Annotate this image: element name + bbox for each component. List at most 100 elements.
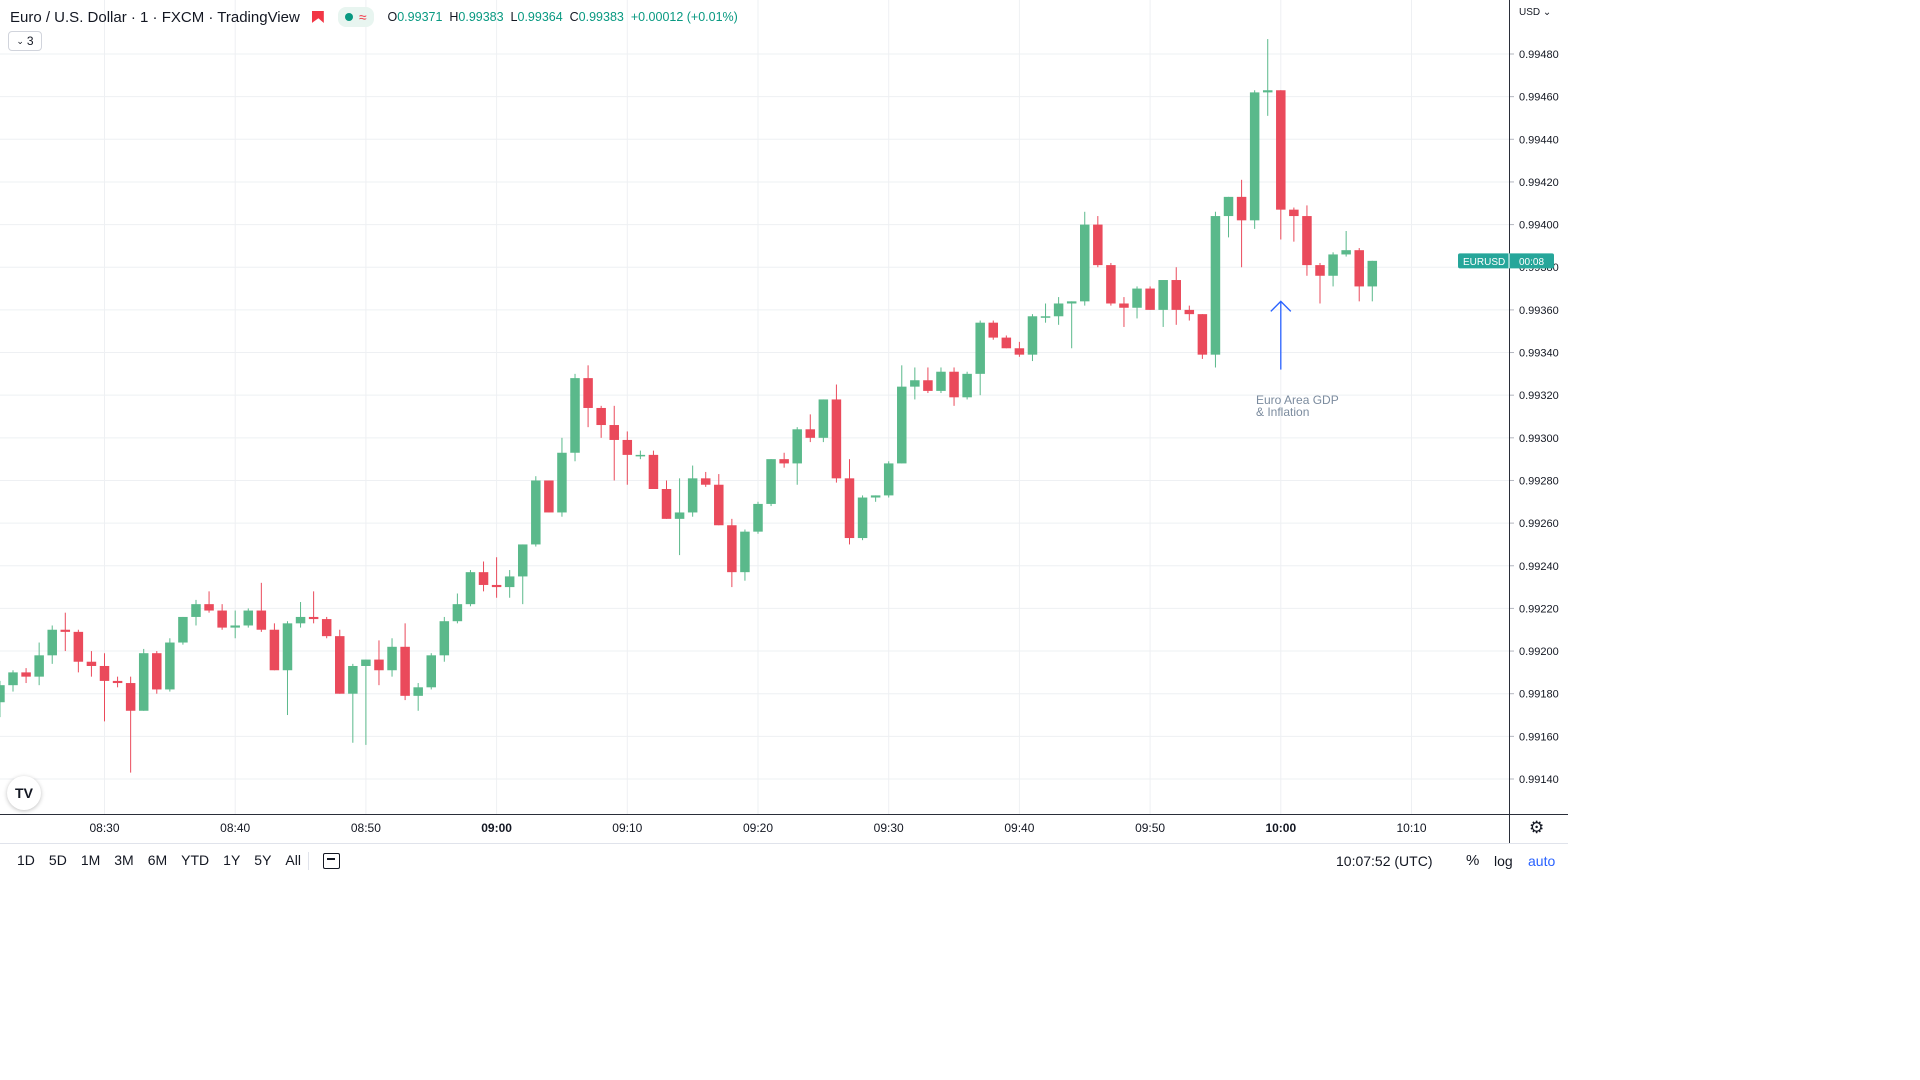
candle-body (714, 484, 724, 526)
y-tick-label: 0.99440 (1519, 134, 1559, 146)
x-tick-label: 08:40 (220, 821, 250, 835)
candle (60, 612, 71, 652)
market-status-pill[interactable]: ≈ (337, 7, 374, 27)
candle-body (557, 452, 567, 513)
open-value: 0.99371 (397, 10, 443, 24)
currency-label: USD (1519, 7, 1541, 18)
range-button-5d[interactable]: 5D (48, 852, 67, 868)
candle (1158, 280, 1168, 327)
candle (1001, 335, 1012, 349)
range-button-all[interactable]: All (285, 852, 301, 868)
low-label: L (510, 10, 518, 24)
candle (1106, 262, 1116, 306)
log-scale-toggle[interactable]: log (1494, 853, 1513, 869)
range-button-5y[interactable]: 5Y (254, 852, 272, 868)
price-chart[interactable]: Euro Area GDP& Inflation 0.991400.991600… (0, 0, 1568, 843)
candle (531, 476, 541, 547)
candle (47, 625, 57, 664)
candle-body (295, 616, 306, 624)
candle-body (779, 459, 789, 464)
y-tick-label: 0.99280 (1519, 475, 1559, 487)
range-button-6m[interactable]: 6M (147, 852, 168, 868)
candle (936, 367, 946, 394)
candle (1236, 179, 1247, 268)
candle (1276, 90, 1286, 240)
candle-body (1276, 90, 1286, 210)
candle-body (988, 322, 999, 338)
candle-body (504, 576, 515, 588)
candle (1249, 90, 1260, 229)
candle-body (387, 646, 397, 671)
candle-body (870, 495, 881, 498)
gear-icon[interactable]: ⚙ (1529, 818, 1545, 837)
candle-body (1289, 209, 1299, 217)
candle (374, 640, 384, 686)
range-button-1m[interactable]: 1M (80, 852, 101, 868)
candle-body (256, 610, 267, 630)
candle (674, 478, 685, 556)
candle (779, 452, 789, 468)
utc-clock[interactable]: 10:07:52 (UTC) (1336, 853, 1433, 869)
chart-grid (0, 0, 1509, 814)
candle-body (831, 399, 842, 479)
candle-body (204, 604, 214, 611)
y-tick-label: 0.99420 (1519, 177, 1559, 189)
candle-body (0, 685, 5, 703)
candle-body (753, 503, 763, 532)
candle-body (491, 584, 502, 588)
candle-body (583, 378, 593, 408)
candle (152, 651, 162, 694)
x-tick-label: 09:30 (874, 821, 904, 835)
calendar-icon[interactable] (323, 853, 340, 869)
candle-body (34, 655, 44, 677)
candle (923, 367, 933, 394)
tradingview-logo-icon[interactable]: TV (7, 776, 41, 810)
range-button-ytd[interactable]: YTD (181, 852, 210, 868)
annotation-text-line1: Euro Area GDP (1256, 393, 1339, 407)
candle (243, 608, 254, 628)
flag-icon[interactable] (311, 11, 324, 23)
range-button-1y[interactable]: 1Y (223, 852, 241, 868)
candle (1210, 211, 1221, 368)
x-tick-label: 08:50 (351, 821, 381, 835)
candle (740, 529, 750, 581)
range-button-1d[interactable]: 1D (17, 852, 35, 868)
candle-body (86, 661, 97, 666)
indicators-toggle[interactable]: ⌄ 3 (8, 31, 42, 51)
candle (295, 602, 306, 628)
candle (727, 518, 737, 588)
candle-body (99, 665, 110, 681)
candle-body (910, 380, 920, 387)
range-button-3m[interactable]: 3M (114, 852, 134, 868)
percent-scale-toggle[interactable]: % (1466, 852, 1480, 869)
candle (1262, 39, 1273, 116)
change-value: +0.00012 (+0.01%) (630, 10, 738, 24)
candle (361, 659, 371, 745)
chevron-down-icon: ⌄ (1540, 7, 1552, 18)
candle (1080, 211, 1090, 306)
candle-body (335, 636, 345, 694)
candle (335, 629, 345, 694)
x-tick-label: 10:10 (1396, 821, 1426, 835)
candle-body (439, 621, 450, 656)
candle (282, 621, 293, 716)
symbol-title[interactable]: Euro / U.S. Dollar · 1 · FXCM · TradingV… (10, 8, 300, 26)
candle-body (687, 478, 698, 513)
ohlc-values: O0.99371 H0.99383 L0.99364 C0.99383 +0.0… (388, 10, 738, 24)
candle-body (844, 478, 855, 539)
currency-selector[interactable]: USD ⌄ (1519, 7, 1551, 18)
y-tick-label: 0.99480 (1519, 49, 1559, 61)
candle-body (308, 616, 319, 620)
auto-scale-toggle[interactable]: auto (1528, 853, 1556, 869)
candle-body (191, 604, 201, 617)
candle-body (282, 623, 293, 671)
candle (86, 651, 97, 677)
candle (478, 561, 489, 592)
open-label: O (387, 10, 398, 24)
candle (191, 599, 201, 626)
candle (1197, 314, 1208, 359)
candle-body (674, 512, 685, 519)
candle (99, 653, 110, 722)
candle (0, 680, 5, 718)
candle-body (112, 680, 123, 684)
